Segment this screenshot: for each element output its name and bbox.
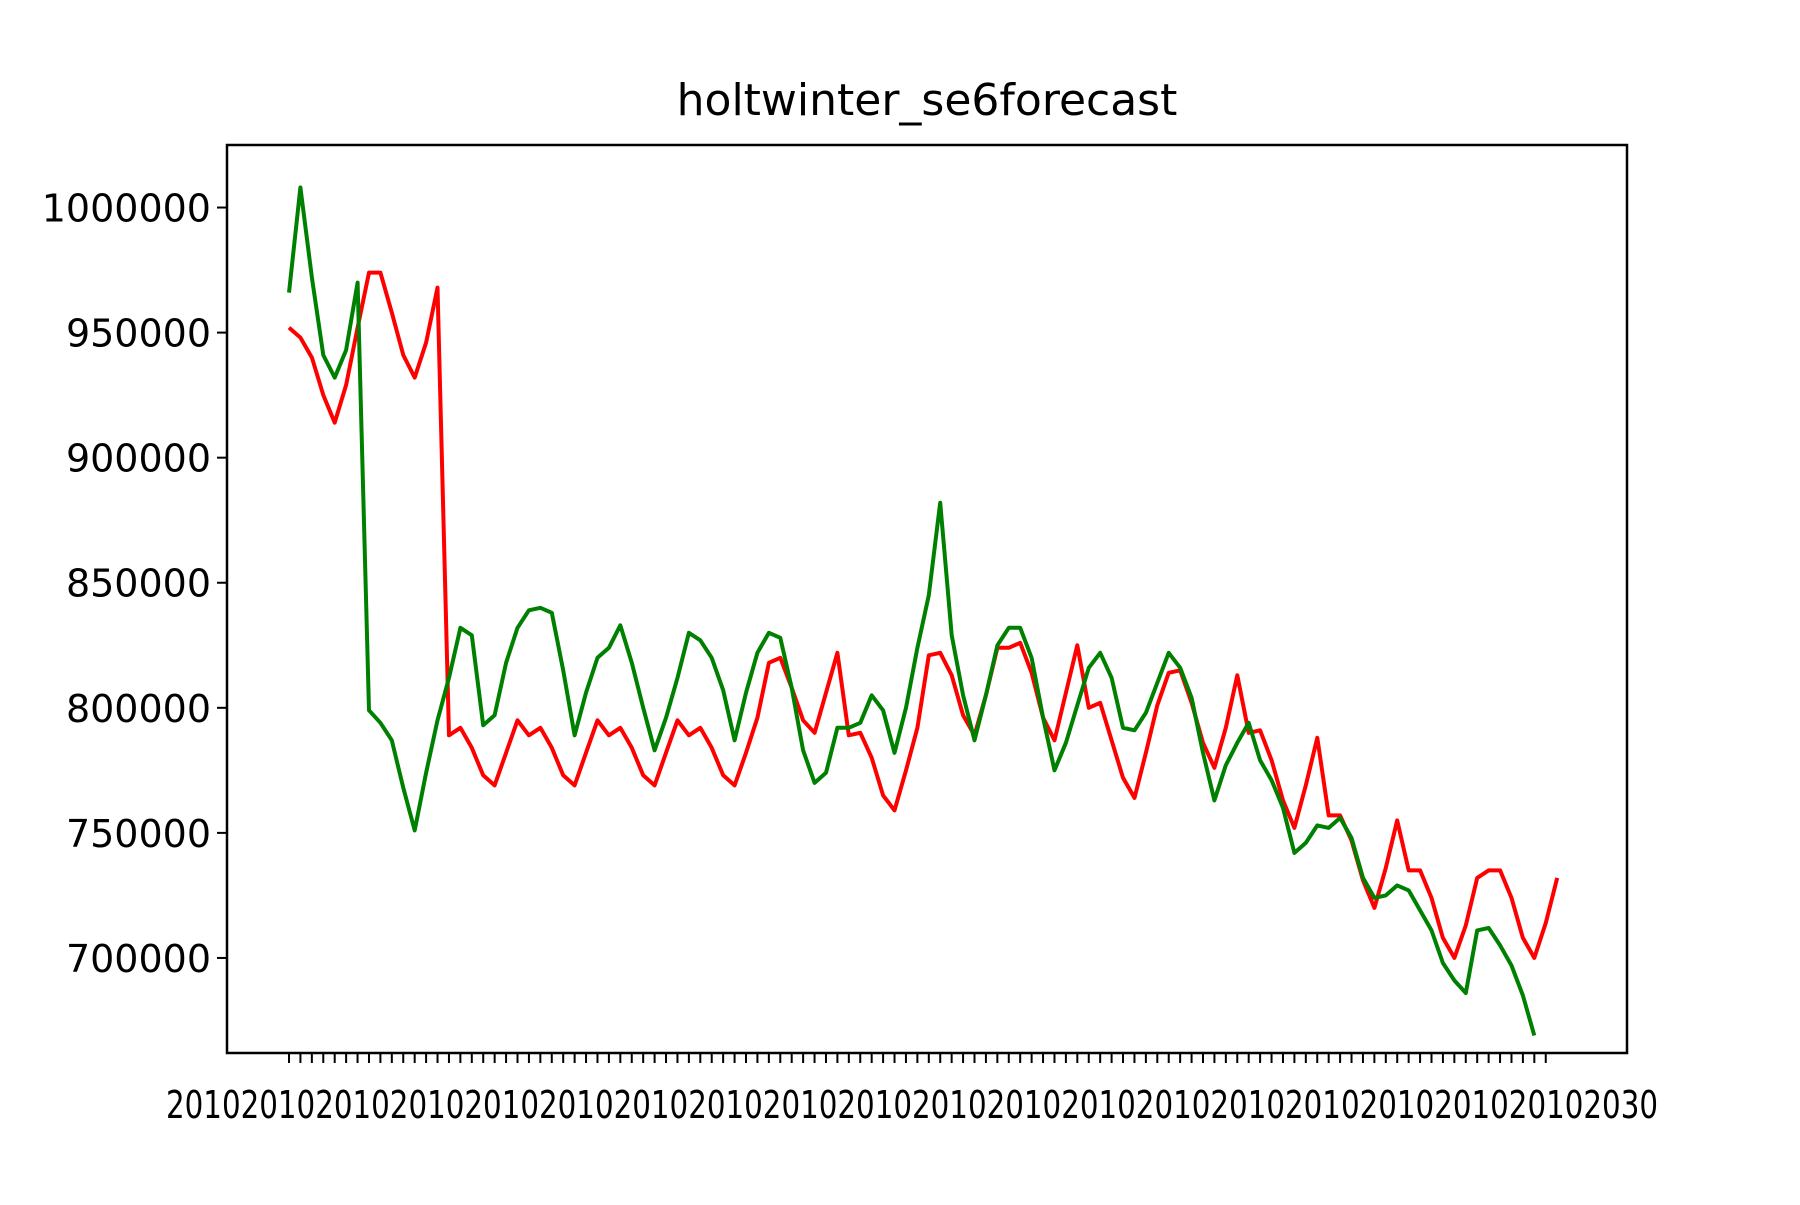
y-tick-label: 700000 [66, 937, 211, 981]
y-tick-label: 800000 [66, 687, 211, 731]
y-tick-label: 900000 [66, 437, 211, 481]
series-line-2 [287, 185, 1537, 1037]
y-tick-label: 950000 [66, 312, 211, 356]
y-axis: 700000 750000 800000 850000 900000 950000 1000… [42, 187, 227, 981]
y-tick-label: 750000 [66, 812, 211, 856]
y-tick-label: 850000 [66, 562, 211, 606]
x-axis: 2010201020102010201020102010201020102010… [166, 1053, 1658, 1127]
plot-frame [225, 143, 1629, 1055]
x-tick-labels: 2010201020102010201020102010201020102010… [166, 1083, 1658, 1127]
series-layer [287, 185, 1560, 1037]
chart-title: holtwinter_se6forecast [677, 75, 1178, 126]
y-tick-label: 1000000 [42, 187, 211, 231]
